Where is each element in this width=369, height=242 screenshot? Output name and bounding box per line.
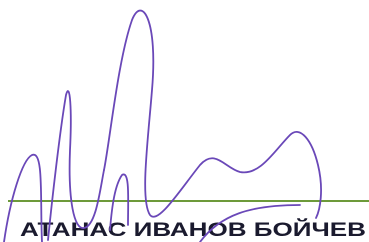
signature-document: АТАНАС ИВАНОВ БОЙЧЕВ (0, 0, 369, 242)
background (0, 0, 369, 242)
signatory-name: АТАНАС ИВАНОВ БОЙЧЕВ (20, 219, 366, 241)
